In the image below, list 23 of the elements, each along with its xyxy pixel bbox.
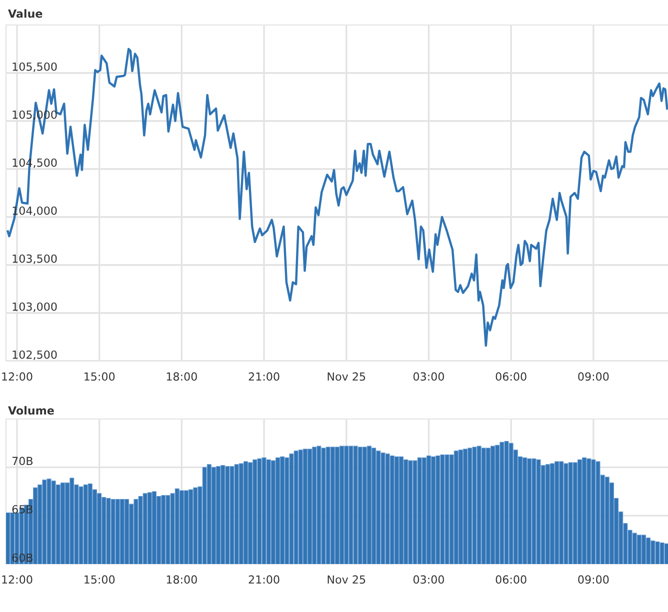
- x-tick-label: 15:00: [84, 372, 115, 381]
- y-tick-label: 70B: [12, 456, 33, 466]
- x-tick-label: 09:00: [578, 575, 609, 584]
- y-axis-title: Volume: [8, 406, 54, 415]
- x-tick-label: 12:00: [2, 575, 32, 584]
- x-tick-label: 12:00: [2, 372, 32, 381]
- x-tick-label: 06:00: [496, 575, 526, 584]
- y-axis-title: Value: [8, 9, 42, 18]
- x-tick-label: Nov 25: [328, 372, 366, 381]
- x-tick-label: 03:00: [413, 372, 444, 381]
- x-tick-label: 21:00: [248, 372, 280, 381]
- y-tick-label: 102,500: [12, 350, 57, 360]
- y-tick-label: 103,000: [12, 302, 57, 312]
- x-tick-label: 09:00: [578, 372, 609, 381]
- x-tick-label: 21:00: [248, 575, 280, 584]
- x-tick-label: Nov 25: [328, 575, 366, 584]
- x-tick-label: 03:00: [413, 575, 444, 584]
- x-tick-label: 06:00: [496, 372, 526, 381]
- y-tick-label: 103,500: [12, 254, 57, 264]
- x-tick-label: 18:00: [166, 372, 197, 381]
- x-tick-label: 18:00: [166, 575, 197, 584]
- x-tick-label: 15:00: [84, 575, 115, 584]
- y-tick-label: 105,500: [12, 62, 57, 72]
